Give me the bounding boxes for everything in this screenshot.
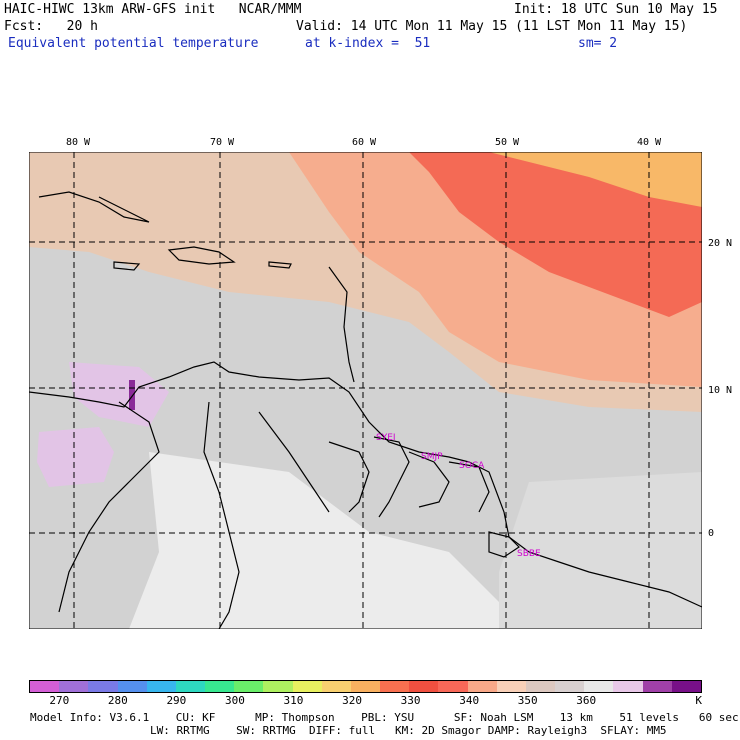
colorbar-segment: [642, 681, 672, 692]
model-info: Model Info: V3.6.1 CU: KF MP: Thompson P…: [30, 711, 739, 724]
level-index: at k-index = 51: [305, 36, 431, 51]
cbar-label-300: 300: [225, 694, 245, 707]
high-values-purple: [69, 362, 169, 427]
smoothing: sm= 2: [578, 36, 618, 51]
station-soca: SOCA: [459, 461, 485, 471]
theta-e-map: SYEI SMJP SOCA SBBE: [29, 152, 702, 629]
colorbar-segment: [146, 681, 176, 692]
high-values-dark: [129, 380, 135, 410]
lat-label-20n: 20 N: [708, 238, 733, 249]
colorbar-segment: [380, 681, 410, 692]
graticule: [29, 152, 702, 629]
low-values-region-2: [499, 472, 702, 629]
colorbar-segment: [30, 681, 60, 692]
colorbar-segment: [613, 681, 643, 692]
cbar-label-320: 320: [342, 694, 362, 707]
forecast-hour: Fcst: 20 h: [4, 19, 98, 34]
colorbar-segment: [438, 681, 468, 692]
cbar-label-340: 340: [459, 694, 480, 707]
low-values-region: [129, 452, 509, 629]
colorbar-segment: [234, 681, 264, 692]
cbar-label-280: 280: [107, 694, 128, 707]
valid-time: Valid: 14 UTC Mon 11 May 15 (11 LST Mon …: [296, 19, 688, 34]
colorbar-segment: [525, 681, 556, 692]
colorbar-segment: [409, 681, 439, 692]
high-values-purple-2: [37, 427, 114, 487]
colorbar-segment: [350, 681, 381, 692]
field-name: Equivalent potential temperature: [8, 36, 259, 51]
init-time: Init: 18 UTC Sun 10 May 15: [514, 2, 718, 17]
lat-label-0: 0: [708, 528, 715, 539]
colorbar-segment: [467, 681, 497, 692]
colorbar-segment: [584, 681, 614, 692]
coastlines: [29, 191, 702, 629]
colorbar-segment: [175, 681, 206, 692]
colorbar-segment: [496, 681, 526, 692]
lon-label-70w: 70 W: [210, 137, 235, 148]
lon-label-60w: 60 W: [352, 137, 377, 148]
cbar-label-unit: K: [695, 694, 702, 707]
cbar-label-290: 290: [166, 694, 187, 707]
colorbar-segment: [59, 681, 89, 692]
station-smjp: SMJP: [421, 452, 443, 462]
colorbar-segment: [263, 681, 293, 692]
lon-label-50w: 50 W: [495, 137, 520, 148]
colorbar-segment: [321, 681, 351, 692]
lat-label-10n: 10 N: [708, 385, 733, 396]
station-sbbe: SBBE: [517, 549, 541, 559]
colorbar-segment: [292, 681, 322, 692]
colorbar: [29, 680, 702, 693]
cbar-label-270: 270: [49, 694, 70, 707]
model-physics: LW: RRTMG SW: RRTMG DIFF: full KM: 2D Sm…: [150, 724, 667, 737]
colorbar-segment: [117, 681, 147, 692]
cbar-label-350: 350: [517, 694, 538, 707]
cbar-label-310: 310: [283, 694, 304, 707]
cbar-label-360: 360: [576, 694, 597, 707]
lon-label-40w: 40 W: [637, 137, 662, 148]
station-syei: SYEI: [376, 433, 396, 443]
colorbar-segment: [555, 681, 585, 692]
cbar-label-330: 330: [400, 694, 421, 707]
colorbar-segment: [88, 681, 118, 692]
warm-region-red: [409, 152, 702, 317]
lon-label-80w: 80 W: [66, 137, 91, 148]
colorbar-segment: [205, 681, 235, 692]
header-title: HAIC-HIWC 13km ARW-GFS init NCAR/MMM: [4, 2, 302, 17]
colorbar-labels: 270 280 290 300 310 320 330 340 350 360 …: [29, 694, 702, 707]
colorbar-segment: [671, 681, 701, 692]
